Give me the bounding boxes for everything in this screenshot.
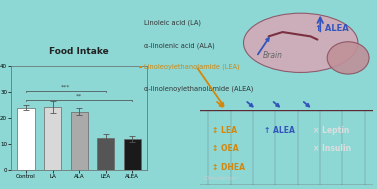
Text: × Insulin: × Insulin bbox=[313, 144, 351, 153]
Ellipse shape bbox=[327, 42, 369, 74]
Text: ↕ OEA: ↕ OEA bbox=[212, 144, 239, 153]
Text: Linoleic acid (LA): Linoleic acid (LA) bbox=[144, 19, 201, 26]
Text: Food Intake: Food Intake bbox=[49, 46, 109, 56]
Bar bbox=[70, 112, 88, 170]
Text: ***: *** bbox=[61, 85, 70, 90]
Bar bbox=[44, 107, 61, 170]
Text: ↕ DHEA: ↕ DHEA bbox=[212, 163, 245, 172]
Text: Circulation: Circulation bbox=[203, 176, 237, 181]
Text: Linoleoylethanolamide (LEA): Linoleoylethanolamide (LEA) bbox=[144, 64, 240, 70]
Bar bbox=[97, 138, 114, 170]
Bar bbox=[124, 139, 141, 170]
Text: α-linolenic acid (ALA): α-linolenic acid (ALA) bbox=[144, 42, 215, 49]
Text: × Leptin: × Leptin bbox=[313, 126, 349, 135]
Text: ↑ ALEA: ↑ ALEA bbox=[264, 126, 295, 135]
Bar bbox=[17, 108, 35, 170]
Text: Brain: Brain bbox=[263, 51, 283, 60]
Ellipse shape bbox=[244, 13, 358, 72]
Text: α-linolenoylethanolamide (ALEA): α-linolenoylethanolamide (ALEA) bbox=[144, 86, 254, 92]
Text: ↕ LEA: ↕ LEA bbox=[212, 126, 237, 135]
Text: **: ** bbox=[76, 94, 82, 99]
Text: ↑ ALEA: ↑ ALEA bbox=[314, 24, 348, 33]
